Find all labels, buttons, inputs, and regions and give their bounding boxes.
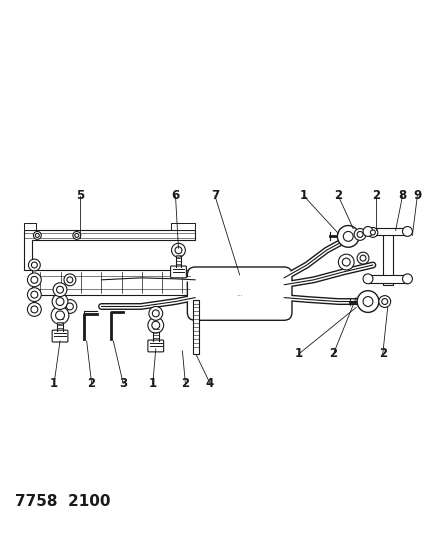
Circle shape [66,303,73,310]
Text: 2: 2 [181,377,190,390]
Circle shape [363,227,373,237]
Text: 7: 7 [211,189,219,203]
Circle shape [354,229,366,240]
Circle shape [152,310,159,317]
Text: 8: 8 [398,189,407,203]
Circle shape [357,231,363,237]
Text: 5: 5 [76,189,84,203]
Text: 4: 4 [206,377,214,390]
Bar [171,223,195,230]
Circle shape [339,254,354,270]
Circle shape [27,288,41,302]
Text: 1: 1 [295,348,303,360]
Bar [193,300,199,354]
Text: 2: 2 [330,348,338,360]
FancyBboxPatch shape [52,330,68,342]
Circle shape [382,298,388,304]
Text: 1: 1 [50,377,58,390]
Polygon shape [24,230,195,270]
Text: 2: 2 [88,377,96,390]
Text: ...: ... [236,290,243,297]
FancyBboxPatch shape [171,266,186,278]
Circle shape [56,286,63,293]
Circle shape [31,277,38,283]
Text: 1: 1 [149,377,157,390]
Circle shape [27,273,41,287]
Circle shape [368,228,378,237]
Circle shape [51,306,69,324]
Circle shape [343,231,353,241]
Text: 9: 9 [413,189,422,203]
Bar [24,223,36,230]
Text: 2: 2 [372,189,380,203]
Circle shape [337,225,359,247]
FancyBboxPatch shape [148,340,163,352]
Circle shape [67,277,73,283]
FancyBboxPatch shape [187,267,292,320]
Text: 2: 2 [379,348,387,360]
Circle shape [31,262,37,268]
Circle shape [52,294,68,310]
Circle shape [357,290,379,312]
Text: 7758  2100: 7758 2100 [15,494,110,509]
Text: 3: 3 [119,377,127,390]
Circle shape [75,233,79,237]
Circle shape [363,296,373,306]
Circle shape [64,274,76,286]
Text: 6: 6 [171,189,180,203]
Circle shape [27,303,41,317]
Text: 2: 2 [334,189,342,203]
Circle shape [379,296,391,308]
Bar [368,275,407,283]
Circle shape [28,259,40,271]
Circle shape [63,300,77,313]
Bar [368,228,407,236]
Circle shape [56,311,65,320]
Circle shape [73,231,81,239]
Circle shape [152,321,160,329]
Circle shape [56,297,64,305]
Circle shape [363,274,373,284]
Circle shape [360,255,366,261]
Circle shape [402,274,413,284]
Bar [383,230,392,285]
Circle shape [149,306,163,320]
Circle shape [53,283,67,296]
Circle shape [371,230,375,235]
Circle shape [33,231,41,239]
Circle shape [36,233,39,237]
Circle shape [357,252,369,264]
Circle shape [172,243,185,257]
Circle shape [342,258,350,266]
Circle shape [31,306,38,313]
Circle shape [402,227,413,237]
Text: 1: 1 [300,189,308,203]
Circle shape [148,317,163,333]
Bar [33,270,190,295]
Circle shape [175,247,182,254]
Circle shape [31,291,38,298]
